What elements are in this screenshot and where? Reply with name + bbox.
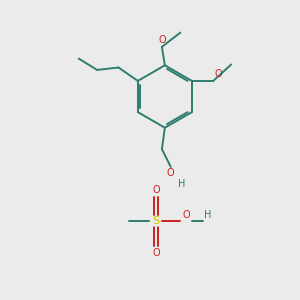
Text: H: H (178, 179, 185, 189)
Text: O: O (167, 168, 175, 178)
Text: O: O (152, 184, 160, 195)
Text: O: O (215, 69, 222, 80)
Text: S: S (152, 216, 160, 226)
Text: O: O (158, 35, 166, 45)
Text: O: O (182, 210, 190, 220)
Text: H: H (204, 210, 212, 220)
Text: O: O (152, 248, 160, 258)
